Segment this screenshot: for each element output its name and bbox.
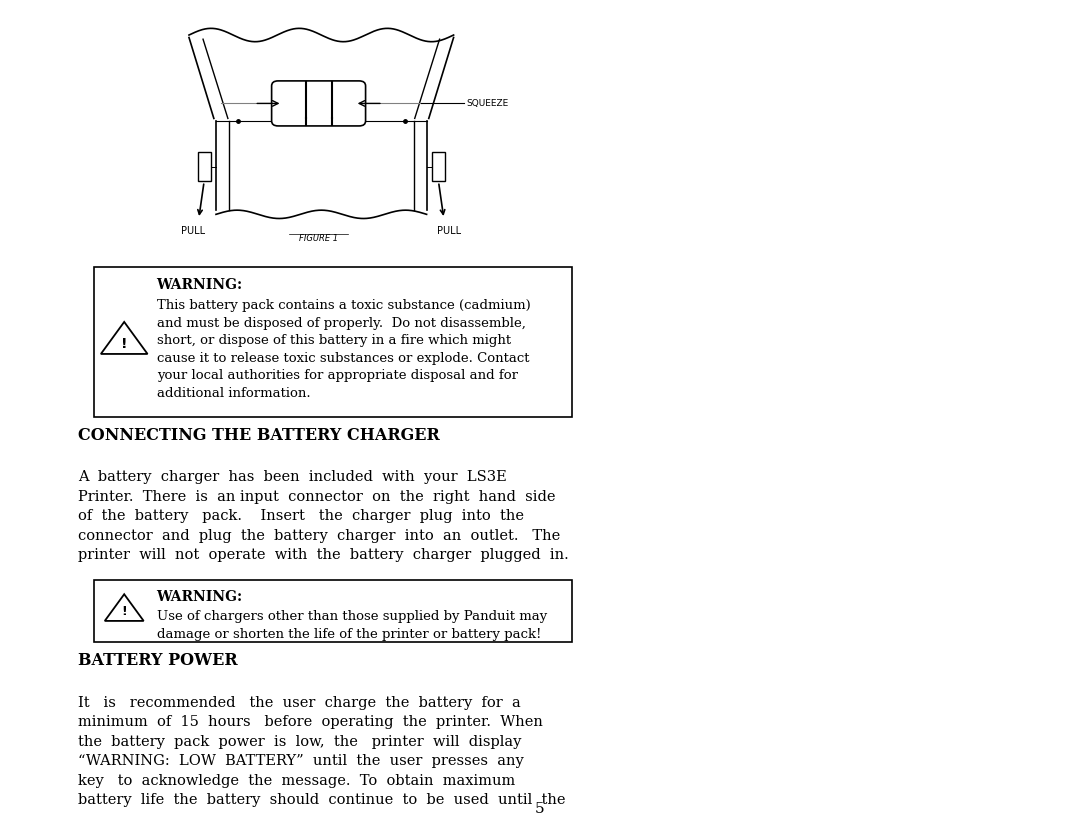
Text: WARNING:: WARNING: (157, 590, 243, 604)
Text: A  battery  charger  has  been  included  with  your  LS3E
Printer.  There  is  : A battery charger has been included with… (78, 470, 568, 562)
Text: PULL: PULL (437, 226, 461, 235)
Bar (198, 152, 211, 182)
Polygon shape (105, 594, 144, 620)
Text: WARNING:: WARNING: (157, 278, 243, 292)
Text: Use of chargers other than those supplied by Panduit may
damage or shorten the l: Use of chargers other than those supplie… (157, 610, 546, 641)
Text: !: ! (121, 337, 127, 350)
Text: This battery pack contains a toxic substance (cadmium)
and must be disposed of p: This battery pack contains a toxic subst… (157, 299, 530, 400)
Bar (94, 267, 572, 417)
Text: CONNECTING THE BATTERY CHARGER: CONNECTING THE BATTERY CHARGER (78, 427, 440, 444)
Text: 5: 5 (536, 801, 544, 816)
Bar (432, 152, 445, 182)
Polygon shape (100, 322, 148, 354)
Bar (94, 580, 572, 642)
Text: !: ! (121, 605, 127, 618)
Text: FIGURE 1: FIGURE 1 (299, 234, 338, 243)
Text: BATTERY POWER: BATTERY POWER (78, 652, 238, 669)
FancyBboxPatch shape (272, 81, 365, 126)
Text: SQUEEZE: SQUEEZE (467, 99, 509, 108)
Text: It   is   recommended   the  user  charge  the  battery  for  a
minimum  of  15 : It is recommended the user charge the ba… (78, 696, 565, 807)
Text: PULL: PULL (181, 226, 205, 235)
